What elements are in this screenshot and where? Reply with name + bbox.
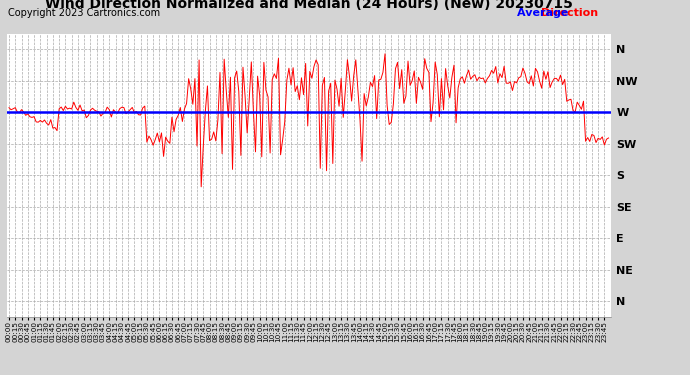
Text: Direction: Direction bbox=[542, 8, 598, 18]
Text: Wind Direction Normalized and Median (24 Hours) (New) 20230715: Wind Direction Normalized and Median (24… bbox=[45, 0, 573, 11]
Text: Copyright 2023 Cartronics.com: Copyright 2023 Cartronics.com bbox=[8, 8, 159, 18]
Text: Average: Average bbox=[517, 8, 572, 18]
